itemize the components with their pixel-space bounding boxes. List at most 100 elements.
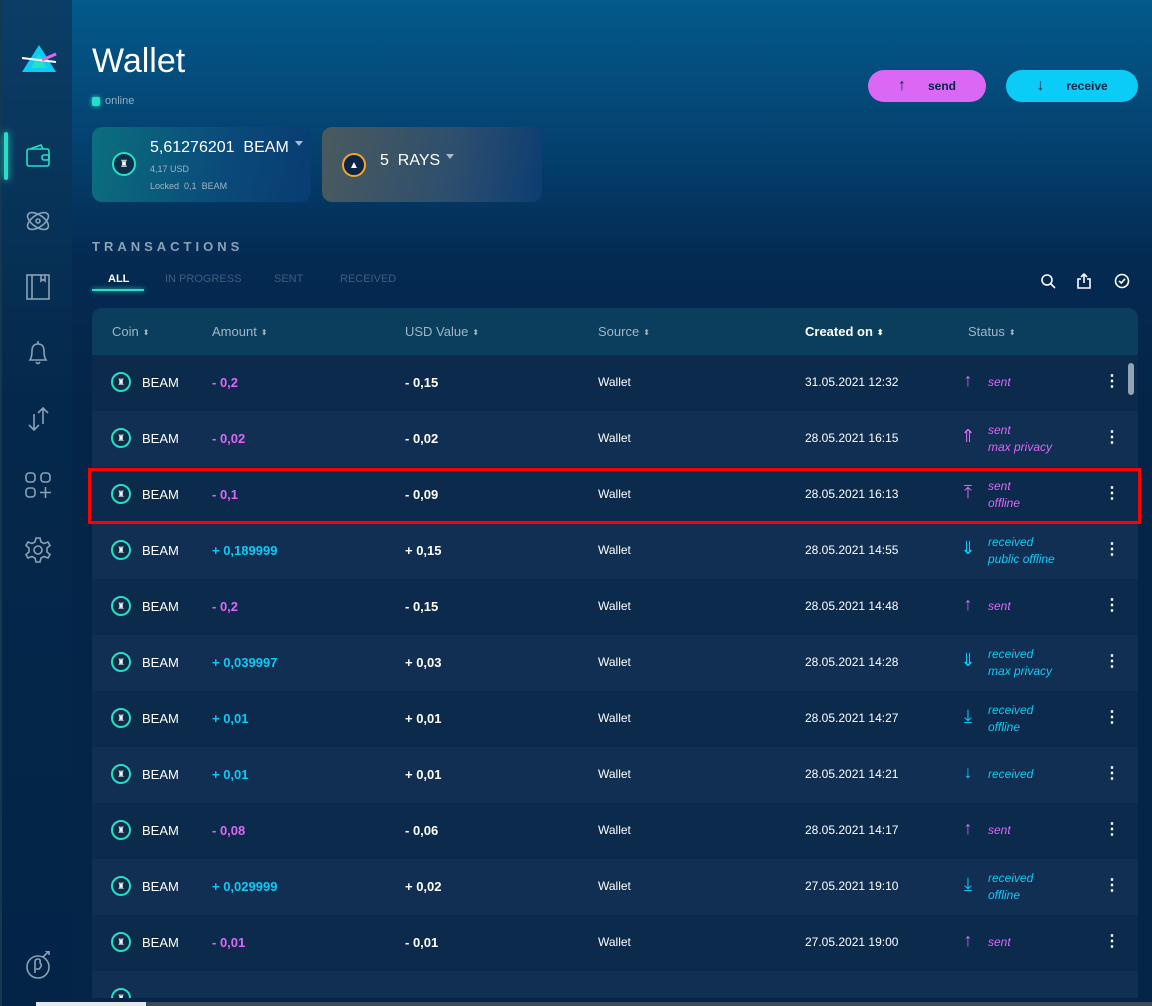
received-max-privacy-icon: ⇓ — [960, 650, 976, 670]
column-usd-value[interactable]: USD Value ⬍ — [405, 324, 479, 339]
sort-icon: ⬍ — [472, 328, 480, 337]
source: Wallet — [598, 487, 631, 501]
status-text: sent — [988, 423, 1011, 437]
usd-value: 4,17 USD — [150, 164, 190, 174]
column-label: Amount — [212, 324, 257, 339]
row-menu-button[interactable]: ⋮ — [1104, 709, 1120, 726]
received-offline-icon: ⤓ — [964, 706, 972, 726]
row-menu-button[interactable]: ⋮ — [1104, 765, 1120, 782]
column-amount[interactable]: Amount ⬍ — [212, 324, 268, 339]
status-text: received — [988, 535, 1034, 549]
status-text: sent — [988, 823, 1011, 837]
receive-label: receive — [1066, 79, 1108, 93]
coin-name: BEAM — [142, 767, 179, 782]
status-text: received — [988, 767, 1034, 781]
table-row[interactable]: ♜ BEAM - 0,2 - 0,15 Wallet 28.05.2021 14… — [92, 579, 1138, 635]
table-row[interactable]: ♜ BEAM + 0,01 + 0,01 Wallet 28.05.2021 1… — [92, 747, 1138, 803]
table-row[interactable]: ♜ BEAM + 0,01 + 0,01 Wallet 28.05.2021 1… — [92, 691, 1138, 747]
coin-name: BEAM — [142, 599, 179, 614]
vertical-scrollbar[interactable] — [1128, 363, 1134, 395]
sidebar-item-wallet[interactable] — [2, 132, 74, 180]
coin-name: BEAM — [142, 711, 179, 726]
status-text: received — [988, 647, 1034, 661]
sidebar-item-atomic-swap[interactable] — [2, 201, 74, 241]
status-text: online — [105, 95, 135, 107]
table-row[interactable]: ♜ — [92, 971, 1138, 998]
sidebar-item-notifications[interactable] — [2, 333, 74, 373]
usd-value: - 0,09 — [405, 487, 439, 502]
sidebar-item-dapps[interactable] — [2, 465, 74, 505]
received-public-offline-icon: ⇓ — [960, 538, 976, 558]
tab-received[interactable]: RECEIVED — [340, 273, 397, 285]
table-row[interactable]: ♜ BEAM - 0,02 - 0,02 Wallet 28.05.2021 1… — [92, 411, 1138, 467]
table-row[interactable]: ♜ BEAM + 0,189999 + 0,15 Wallet 28.05.20… — [92, 523, 1138, 579]
coin-name: BEAM — [142, 935, 179, 950]
beam-explorer-link[interactable] — [2, 946, 74, 986]
amount: - 0,02 — [212, 431, 246, 446]
amount: + 0,01 — [212, 767, 249, 782]
receive-button[interactable]: ↓ receive — [1006, 70, 1138, 102]
column-coin[interactable]: Coin ⬍ — [112, 324, 149, 339]
status-text: max privacy — [988, 664, 1053, 678]
rays-balance[interactable]: 5 RAYS — [380, 152, 455, 170]
sent-icon: ↑ — [963, 818, 973, 838]
table-header: Coin ⬍ Amount ⬍ USD Value ⬍ Source ⬍ Created… — [92, 308, 1138, 355]
bell-icon — [28, 341, 48, 365]
row-menu-button[interactable]: ⋮ — [1104, 821, 1120, 838]
row-menu-button[interactable]: ⋮ — [1104, 429, 1120, 446]
rays-unit: RAYS — [397, 152, 441, 169]
tab-sent[interactable]: SENT — [274, 273, 304, 285]
tab-all[interactable]: ALL — [108, 273, 130, 285]
table-row[interactable]: ♜ BEAM - 0,08 - 0,06 Wallet 28.05.2021 1… — [92, 803, 1138, 859]
row-menu-button[interactable]: ⋮ — [1104, 653, 1120, 670]
source: Wallet — [598, 935, 631, 949]
verify-button[interactable] — [1113, 272, 1131, 290]
horizontal-scrollbar[interactable] — [36, 1002, 1152, 1006]
wallet-icon — [26, 144, 50, 167]
row-menu-button[interactable]: ⋮ — [1104, 933, 1120, 950]
coin-name: BEAM — [142, 543, 179, 558]
usd-value: - 0,15 — [405, 599, 439, 614]
row-menu-button[interactable]: ⋮ — [1104, 485, 1120, 502]
table-row[interactable]: ♜ BEAM - 0,01 - 0,01 Wallet 27.05.2021 1… — [92, 915, 1138, 971]
table-row[interactable]: ♜ BEAM + 0,029999 + 0,02 Wallet 27.05.20… — [92, 859, 1138, 915]
search-button[interactable] — [1039, 272, 1057, 290]
table-row[interactable]: ♜ BEAM + 0,039997 + 0,03 Wallet 28.05.20… — [92, 635, 1138, 691]
sidebar-item-address-book[interactable] — [2, 267, 74, 307]
export-icon — [1077, 272, 1091, 289]
column-created-on[interactable]: Created on ⬍ — [805, 324, 884, 339]
row-menu-button[interactable]: ⋮ — [1104, 541, 1120, 558]
locked-balance: Locked 0,1 BEAM — [150, 181, 227, 191]
status-text: sent — [988, 599, 1011, 613]
usd-value: + 0,02 — [405, 879, 442, 894]
beam-amount: 5,61276201 — [150, 139, 235, 156]
sidebar-item-dex[interactable] — [2, 399, 74, 439]
amount: - 0,2 — [212, 375, 239, 390]
sort-icon: ⬍ — [643, 328, 650, 337]
sidebar-item-settings[interactable] — [2, 530, 74, 570]
beam-balance-card[interactable]: ♜ 5,61276201 BEAM 4,17 USD Locked 0,1 BE… — [92, 127, 311, 202]
column-label: USD Value — [405, 324, 469, 339]
beam-coin-icon: ♜ — [111, 484, 131, 504]
column-source[interactable]: Source ⬍ — [598, 324, 650, 339]
row-menu-button[interactable]: ⋮ — [1104, 373, 1120, 390]
coin-name: BEAM — [142, 823, 179, 838]
status-text: offline — [988, 720, 1021, 734]
source: Wallet — [598, 711, 631, 725]
status-text: sent — [988, 935, 1011, 949]
status: sent — [988, 934, 1011, 951]
send-button[interactable]: ↑ send — [868, 70, 986, 102]
table-row[interactable]: ♜ BEAM - 0,2 - 0,15 Wallet 31.05.2021 12… — [92, 355, 1138, 411]
rays-balance-card[interactable]: ▲ 5 RAYS — [322, 127, 542, 202]
table-row[interactable]: ♜ BEAM - 0,1 - 0,09 Wallet 28.05.2021 16… — [92, 467, 1138, 523]
beam-coin-icon: ♜ — [111, 708, 131, 728]
tab-in-progress[interactable]: IN PROGRESS — [165, 273, 242, 285]
created-on: 28.05.2021 14:27 — [805, 711, 899, 725]
export-button[interactable] — [1075, 272, 1093, 290]
row-menu-button[interactable]: ⋮ — [1104, 597, 1120, 614]
column-status[interactable]: Status ⬍ — [968, 324, 1016, 339]
beam-balance[interactable]: 5,61276201 BEAM — [150, 139, 303, 157]
scrollbar-thumb[interactable] — [36, 1002, 146, 1006]
beam-coin-icon: ♜ — [111, 596, 131, 616]
row-menu-button[interactable]: ⋮ — [1104, 877, 1120, 894]
